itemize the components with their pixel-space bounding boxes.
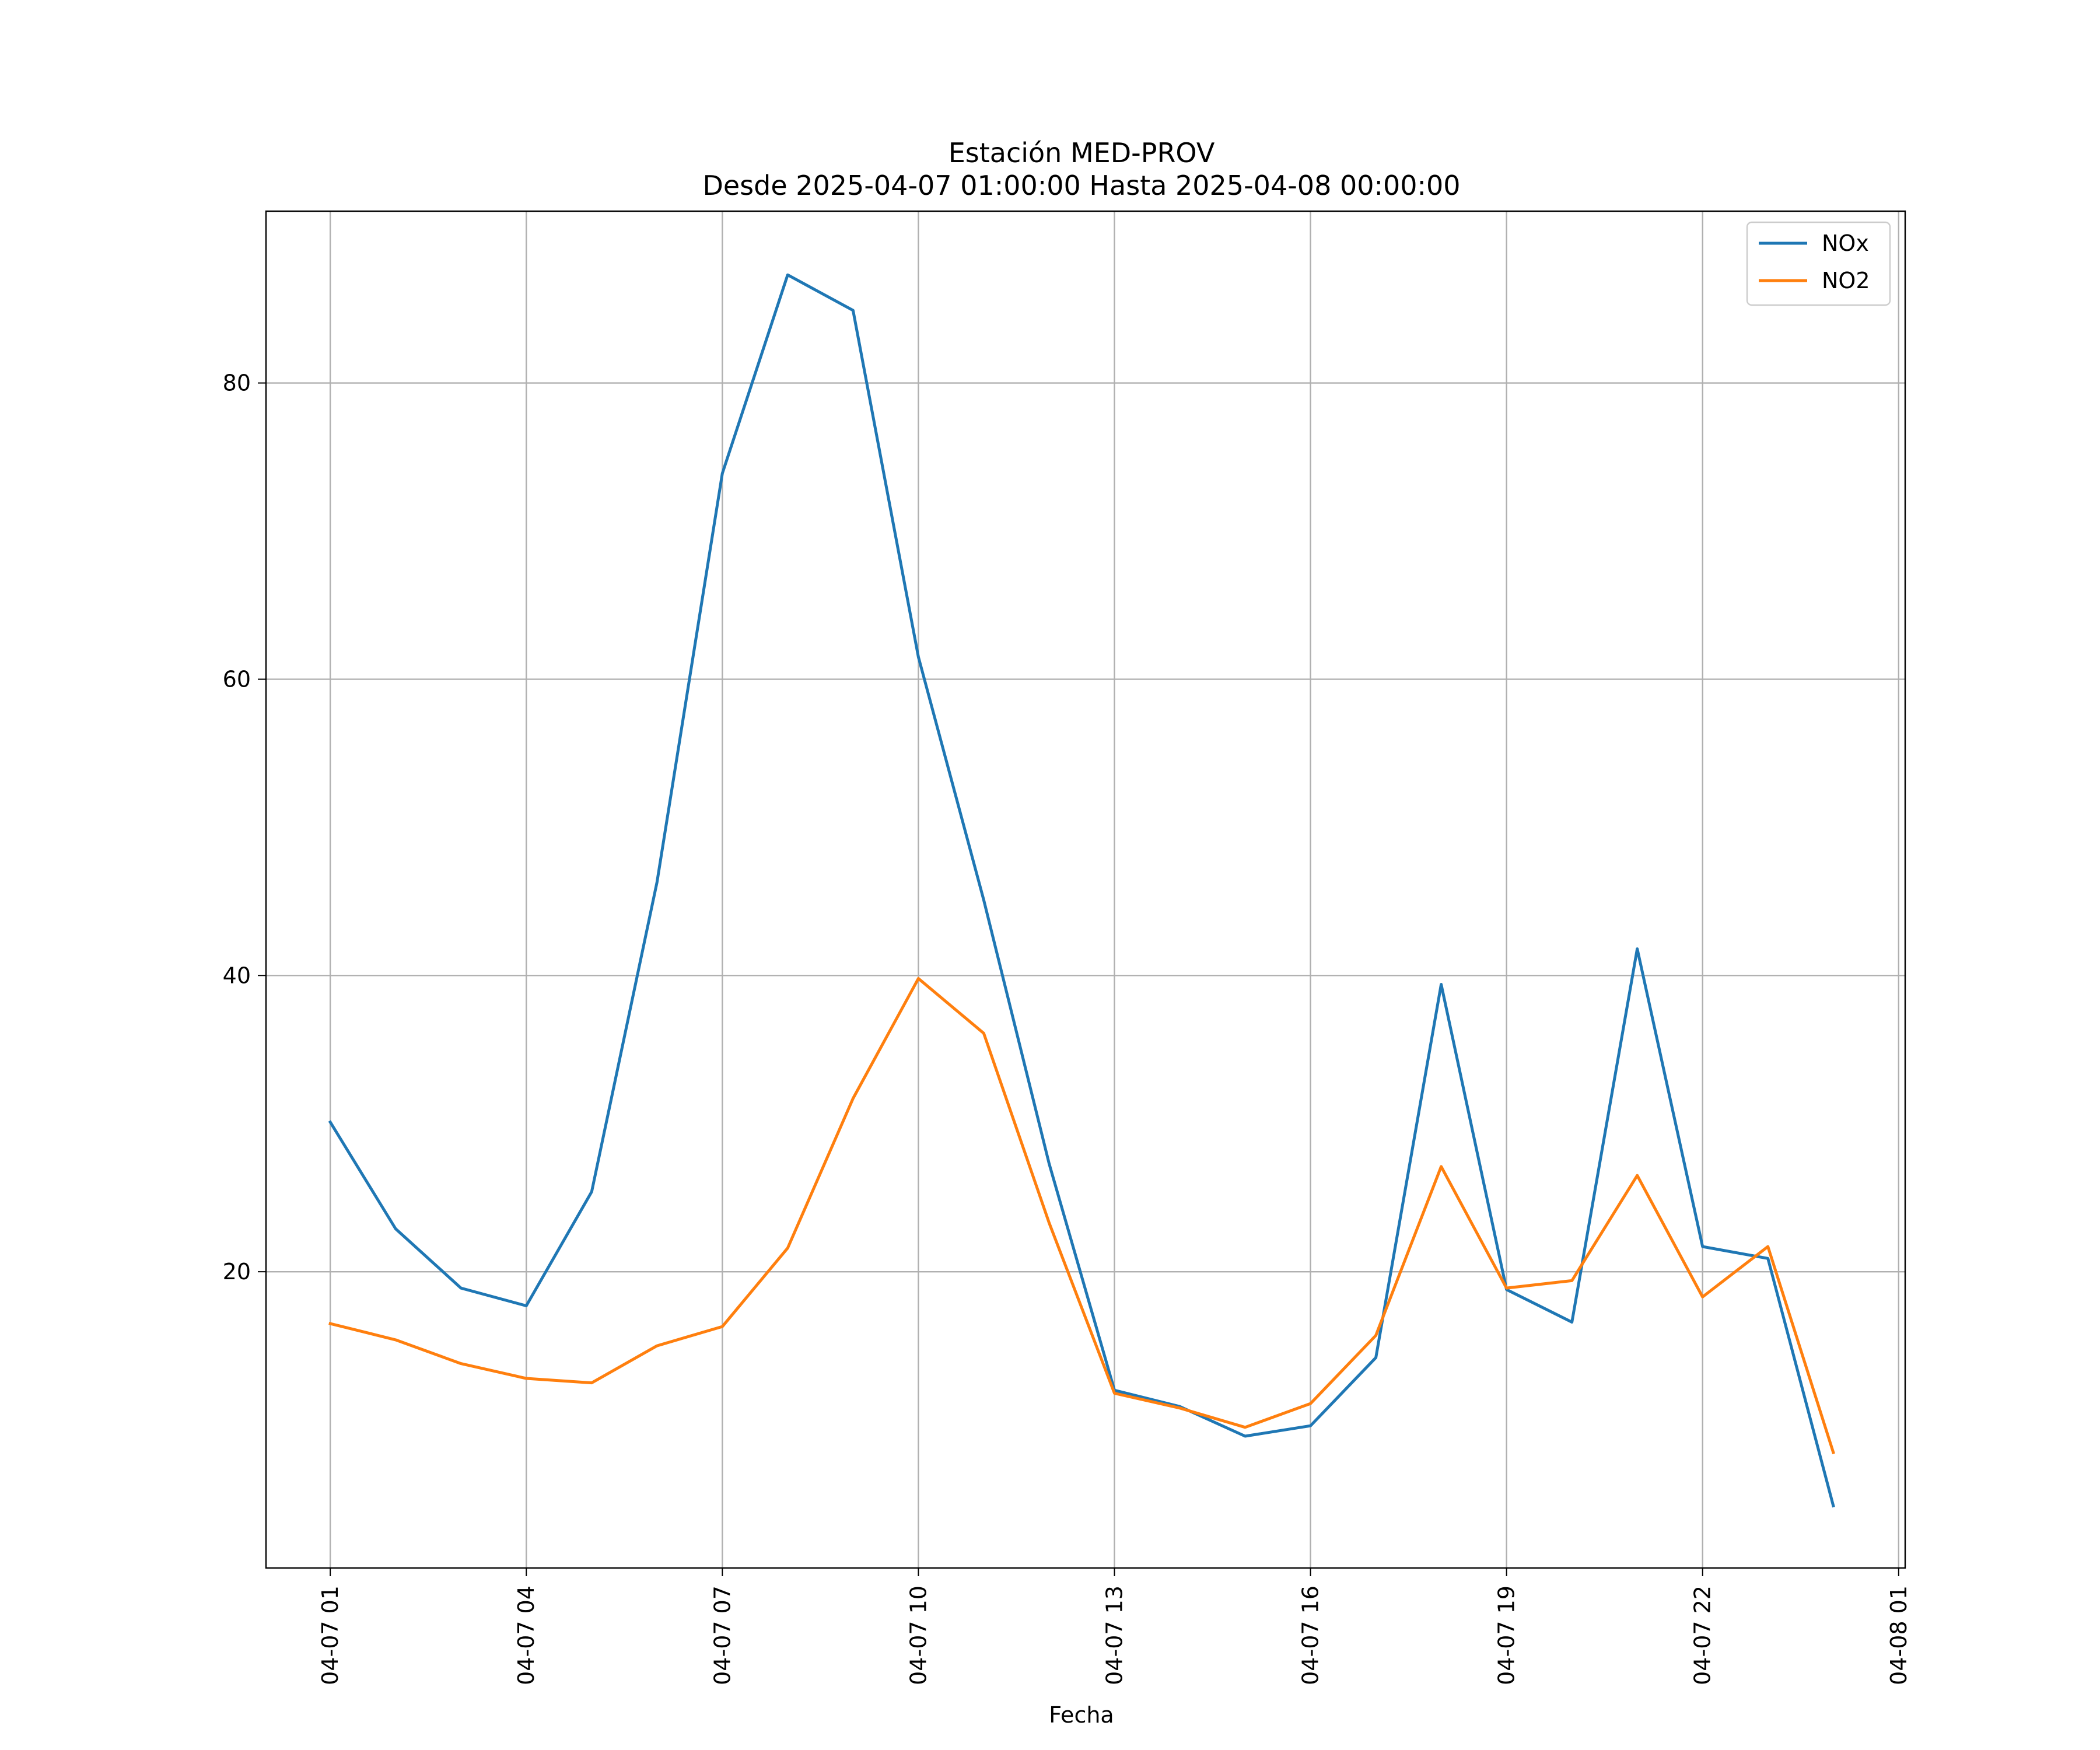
y-tick-label: 80 xyxy=(223,370,251,396)
x-axis-ticks: 04-07 01 04-07 04 04-07 07 04-07 10 04-07 13… xyxy=(317,1568,1912,1685)
x-tick-label: 04-07 04 xyxy=(513,1586,539,1685)
legend-label-nox: NOx xyxy=(1822,230,1869,256)
y-tick-label: 20 xyxy=(223,1259,251,1284)
series-line-no2 xyxy=(328,977,1835,1455)
legend: NOx NO2 xyxy=(1746,221,1891,306)
series-lines xyxy=(328,273,1835,1508)
x-tick-label: 04-07 07 xyxy=(709,1586,735,1685)
x-tick-label: 04-07 10 xyxy=(905,1586,931,1685)
x-tick-label: 04-07 13 xyxy=(1101,1586,1127,1685)
chart-title-line1: Estación MED-PROV xyxy=(949,137,1215,169)
x-tick-label: 04-07 19 xyxy=(1494,1586,1520,1685)
legend-label-no2: NO2 xyxy=(1822,268,1870,293)
plot-frame xyxy=(265,210,1906,1569)
y-tick-label: 60 xyxy=(223,666,251,692)
x-tick-label: 04-07 01 xyxy=(317,1586,343,1685)
y-tick-label: 40 xyxy=(223,963,251,988)
y-axis-ticks: 20 40 60 80 xyxy=(223,370,266,1284)
x-tick-label: 04-07 16 xyxy=(1298,1586,1324,1685)
chart-title-line2: Desde 2025-04-07 01:00:00 Hasta 2025-04-… xyxy=(702,170,1460,201)
x-tick-label: 04-07 22 xyxy=(1690,1586,1716,1685)
x-tick-label: 04-08 01 xyxy=(1886,1586,1912,1685)
x-axis-label: Fecha xyxy=(1049,1702,1114,1728)
series-line-nox xyxy=(328,273,1835,1508)
